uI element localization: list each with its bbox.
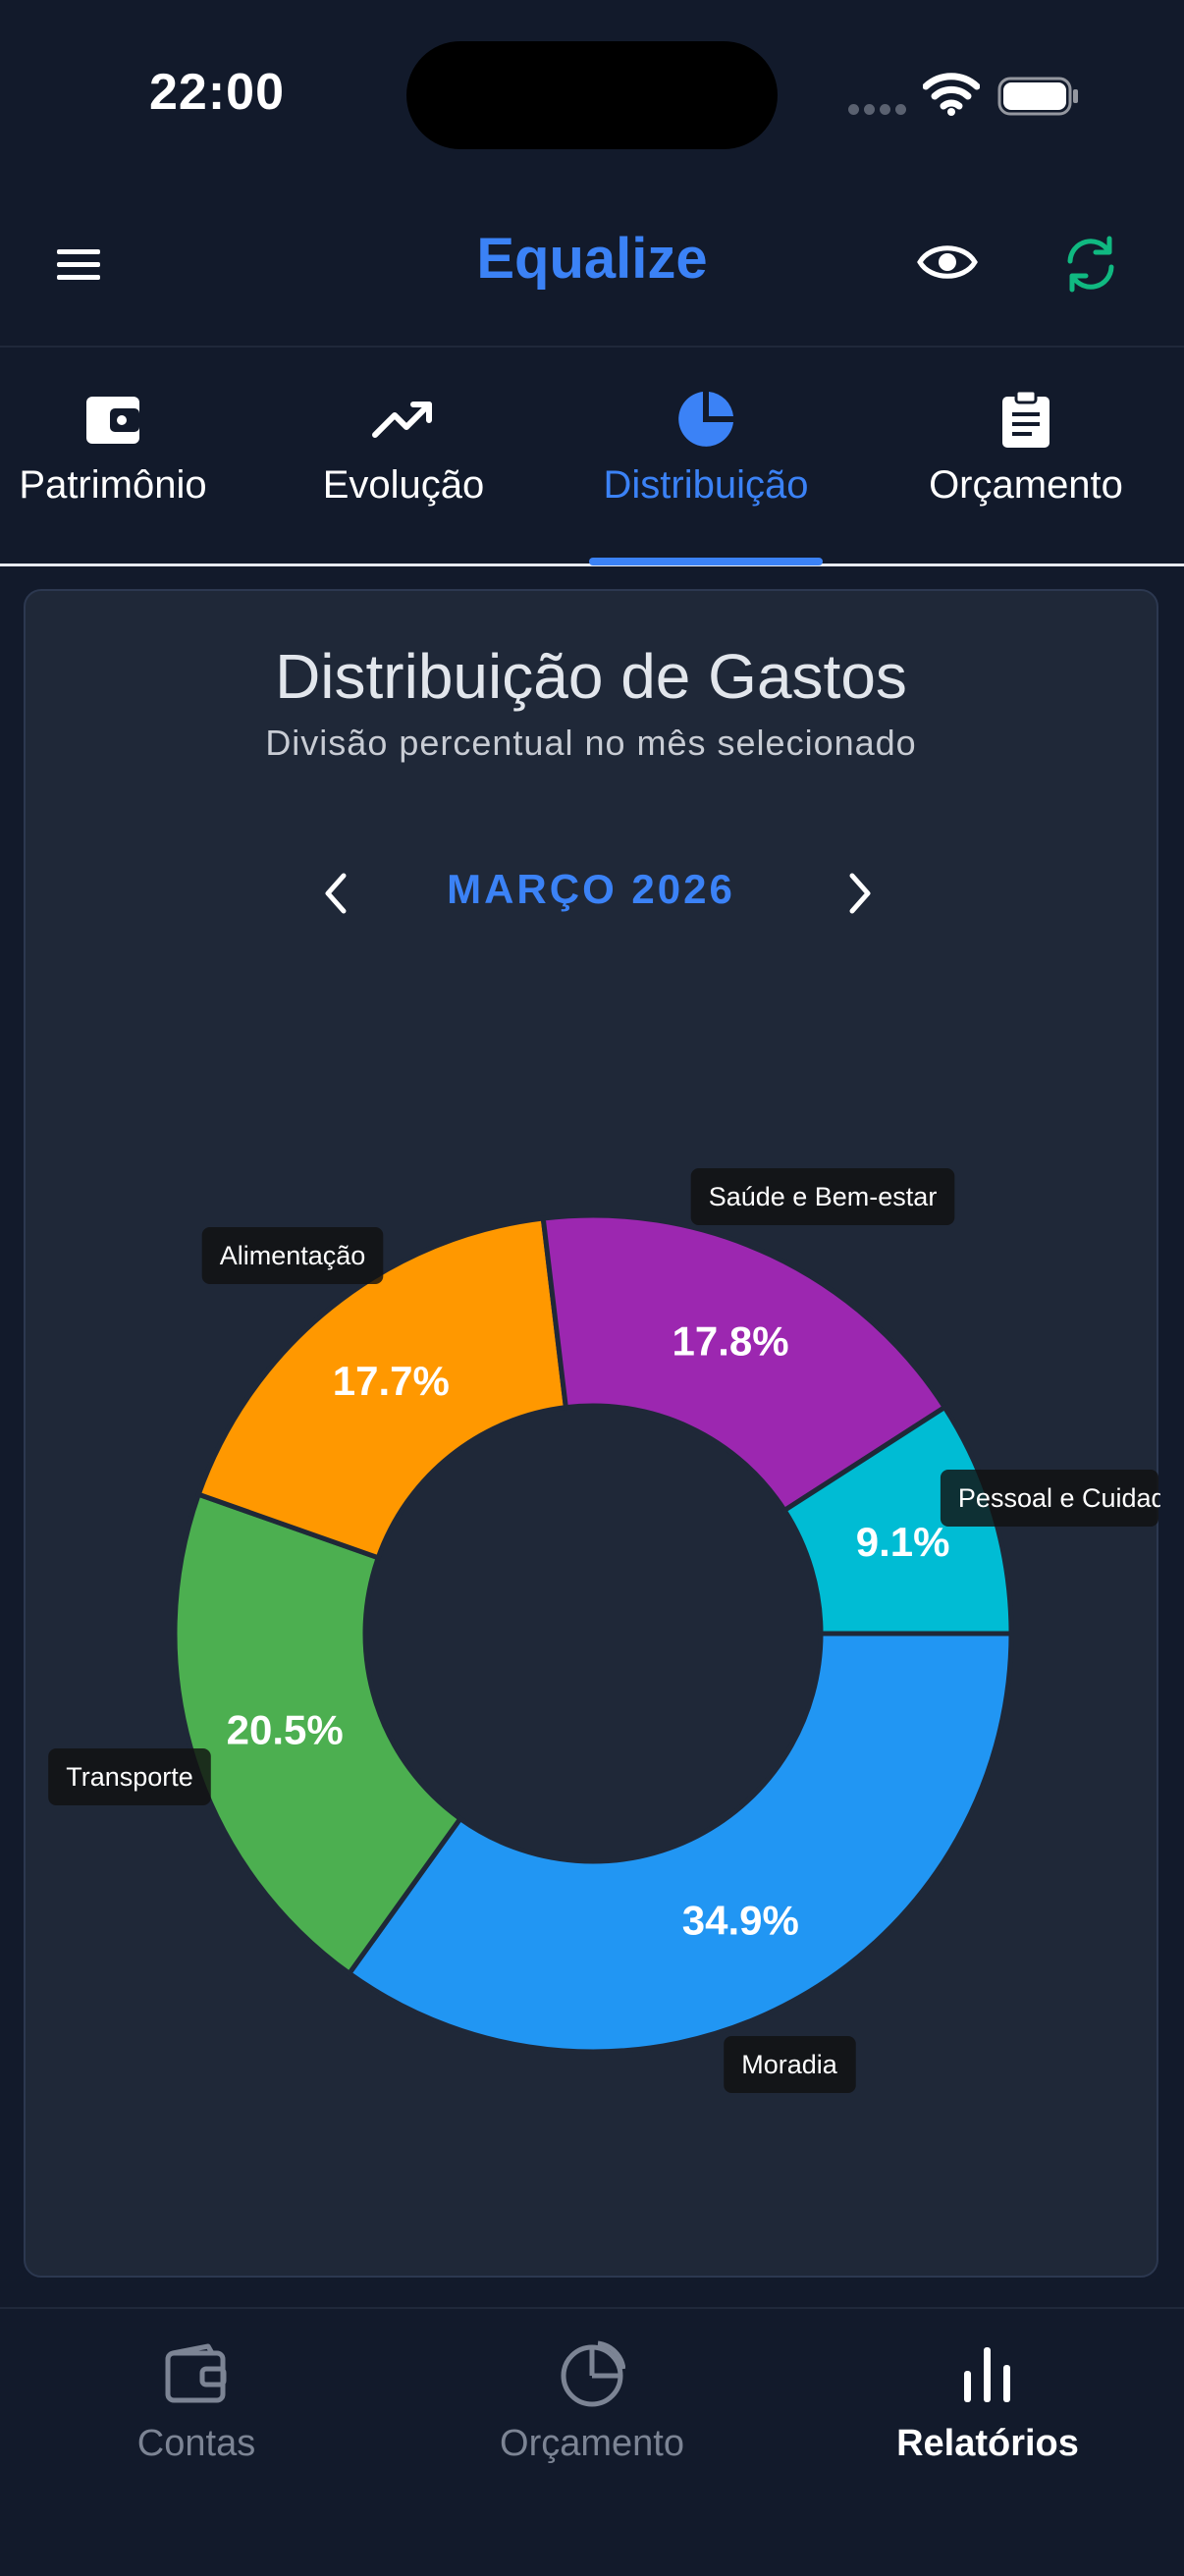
chevron-left-icon[interactable] [316,868,355,919]
distribution-card: Distribuição de Gastos Divisão percentua… [24,589,1160,2278]
status-bar: 22:00 [0,0,1184,187]
tab-label: Patrimônio [19,463,207,507]
slice-saude-e-bem-estar[interactable] [540,1212,948,1514]
nav-orcamento[interactable]: Orçamento [445,2334,739,2465]
bottom-navigation: Contas Orçamento Relatórios [0,2307,1184,2576]
tab-orcamento[interactable]: Orçamento [903,387,1149,508]
wifi-icon [923,73,980,116]
menu-icon[interactable] [55,245,102,285]
slice-percent-label: 34.9% [682,1898,799,1944]
category-label-text: Alimentação [220,1241,366,1270]
month-label: MARÇO 2026 [447,866,735,912]
bar-chart-icon [964,2347,1010,2402]
pie-chart-icon [561,2340,625,2407]
slice-percent-label: 9.1% [856,1519,950,1565]
nav-relatorios[interactable]: Relatórios [840,2334,1135,2465]
wallet-icon [86,397,139,444]
tab-label: Evolução [322,463,485,507]
app-header: Equalize [0,187,1184,348]
card-subtitle: Divisão percentual no mês selecionado [265,723,917,763]
slice-percent-label: 17.7% [333,1358,450,1404]
category-label-background [724,2036,856,2093]
tab-evolucao[interactable]: Evolução [295,387,512,508]
wallet-icon [165,2343,227,2403]
active-tab-indicator [589,558,823,565]
category-label-background [201,1227,384,1284]
donut-chart: 34.9% 20.5% 17.7% 17.8% 9.1% Moradia Transport… [48,1168,1160,2093]
eye-icon[interactable] [917,240,978,285]
category-label-transporte: Transporte [48,1748,211,1805]
app-title: Equalize [476,227,708,291]
tab-label: Orçamento [929,463,1123,507]
cellular-signal-icon [848,102,911,120]
slice-moradia[interactable] [346,1631,1014,2055]
slice-percent-label: 17.8% [673,1317,789,1364]
category-label-moradia: Moradia [724,2036,856,2093]
tab-label: Distribuição [603,463,809,507]
sync-icon[interactable] [1060,234,1121,295]
battery-icon [997,77,1078,116]
status-time: 22:00 [149,64,285,121]
slice-pessoal-e-cuidados[interactable] [780,1404,1014,1637]
category-label-text: Saúde e Bem-estar [709,1182,938,1211]
category-label-background [48,1748,211,1805]
month-selector: MARÇO 2026 [26,856,1157,935]
card-title: Distribuição de Gastos [275,641,907,712]
nav-label: Contas [136,2423,256,2464]
slice-percent-label: 20.5% [227,1707,344,1753]
nav-label: Orçamento [500,2423,684,2464]
slice-transporte[interactable] [172,1491,464,1977]
nav-label: Relatórios [896,2423,1079,2464]
tab-distribuicao[interactable]: Distribuição [581,387,831,508]
category-label-saude-e-bem-estar: Saúde e Bem-estar [690,1168,955,1225]
slice-alimentacao[interactable] [195,1215,569,1561]
trending-up-icon [372,402,432,438]
category-label-alimentacao: Alimentação [201,1227,384,1284]
clipboard-icon [1002,389,1049,448]
tab-patrimonio[interactable]: Patrimônio [0,387,226,508]
category-label-background [690,1168,955,1225]
category-label-pessoal-e-cuidados: Pessoal e Cuidados [940,1470,1160,1527]
category-label-text: Transporte [66,1762,193,1792]
category-label-text: Pessoal e Cuidados [958,1483,1160,1513]
dynamic-island [406,41,778,149]
nav-contas[interactable]: Contas [49,2334,344,2465]
category-label-background [940,1470,1158,1527]
report-tabs: Patrimônio Evolução Distribuição [0,348,1184,566]
chevron-right-icon[interactable] [840,868,880,919]
category-label-text: Moradia [741,2050,838,2079]
pie-chart-icon [678,392,733,447]
